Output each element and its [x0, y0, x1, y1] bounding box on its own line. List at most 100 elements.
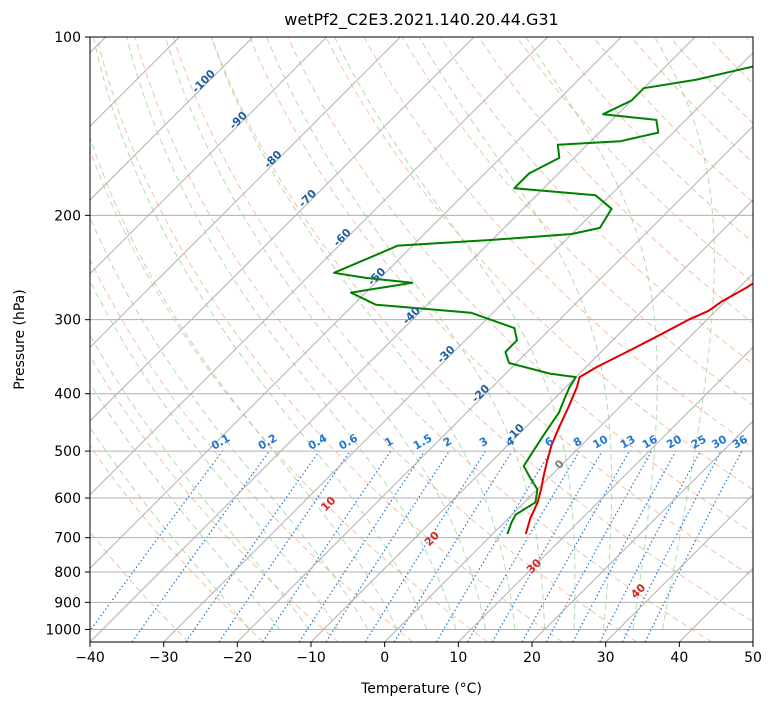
mixing-ratio-label: 16: [640, 432, 660, 451]
plot-frame: [89, 36, 754, 643]
x-tick-label: 0: [380, 650, 389, 666]
isotherm-line: [457, 346, 753, 642]
temperature-profile: [524, 282, 753, 535]
isotherm-label: -80: [261, 148, 284, 171]
isotherm-line: [90, 37, 401, 349]
y-tick-label: 700: [54, 531, 81, 547]
y-tick-label: 500: [54, 444, 81, 460]
y-tick-label: 100: [54, 30, 81, 46]
moist-adiabat-line: [126, 37, 457, 630]
y-tick-label: 900: [54, 595, 81, 611]
mixing-ratio-label: 0.2: [256, 432, 279, 453]
isotherm-label: -60: [331, 226, 354, 249]
mixing-ratio-line: [644, 450, 743, 642]
isotherm-label: -100: [189, 67, 218, 96]
isotherm-label: -30: [434, 343, 457, 366]
x-tick-label: −20: [223, 650, 253, 666]
moist-adiabat-line: [90, 382, 280, 630]
mixing-ratio-label: 0.4: [306, 431, 330, 452]
moist-adiabat-line: [90, 135, 398, 630]
mixing-ratio-label: 13: [618, 433, 638, 452]
y-tick-label: 400: [54, 387, 81, 403]
mixing-ratio-line: [131, 450, 270, 642]
mixing-ratio-line: [185, 450, 320, 642]
y-axis-title: Pressure (hPa): [12, 289, 28, 389]
x-tick-label: 10: [449, 650, 467, 666]
dry-adiabat-line: [210, 37, 753, 623]
dry-adiabat-line: [90, 148, 488, 642]
mixing-ratio-line: [572, 450, 677, 642]
dry-adiabat-line: [249, 37, 753, 578]
dry-adiabat-line: [90, 445, 264, 642]
mixing-ratio-label: 25: [689, 433, 709, 452]
mixing-ratio-line: [545, 450, 653, 642]
dry-adiabat-line: [745, 37, 753, 45]
isotherm-label: -90: [227, 109, 250, 132]
isotherm-line: [90, 37, 696, 642]
mixing-ratio-label: 30: [709, 432, 729, 451]
isotherm-line: [90, 37, 475, 422]
x-tick-label: −30: [149, 650, 179, 666]
moist-adiabat-line: [334, 37, 576, 630]
mixing-ratio-label: 8: [571, 435, 584, 450]
mixing-ratio-label: 1.5: [411, 432, 434, 453]
mixing-ratio-line: [364, 450, 486, 642]
isotherm-line: [678, 567, 753, 642]
dry-adiabat-line: [478, 37, 753, 324]
dry-adiabat-line: [554, 37, 753, 243]
x-tick-label: 30: [597, 650, 615, 666]
dewpoint-profile: [333, 65, 753, 535]
y-axis: 100 200 300 400 500 600 700 800 900 1000: [45, 30, 90, 638]
mixing-ratio-label: 3: [477, 435, 490, 450]
dry-adiabat-line: [325, 37, 753, 491]
x-tick-label: 50: [744, 650, 762, 666]
y-tick-label: 1000: [45, 622, 81, 638]
moist-adiabat-line: [90, 215, 369, 630]
dry-adiabat-line: [669, 37, 753, 124]
mixing-ratio-label: 20: [664, 432, 684, 451]
isotherm-label: -50: [365, 265, 388, 288]
isotherm-line: [90, 37, 328, 275]
mixing-ratio-label: 1: [382, 435, 395, 450]
profiles: [333, 65, 753, 535]
mixing-ratio-line: [325, 450, 450, 642]
dry-adiabat-label: 40: [628, 581, 648, 601]
moist-adiabat-line: [90, 279, 339, 630]
mixing-ratio-line: [90, 450, 223, 632]
dry-adiabat-line: [96, 37, 563, 642]
y-tick-label: 600: [54, 491, 81, 507]
x-axis: −40 −30 −20 −10 0 10 20 30 40 50: [75, 642, 762, 666]
isotherm-label: -70: [296, 187, 319, 210]
moist-adiabat-line: [210, 37, 516, 630]
x-axis-title: Temperature (°C): [360, 681, 482, 697]
dry-adiabat-line: [516, 37, 753, 284]
mixing-ratio-label: 0.1: [209, 432, 232, 453]
mixing-ratio-line: [599, 450, 702, 642]
dry-adiabat-line: [592, 37, 753, 203]
dry-adiabat-line: [90, 531, 190, 642]
moist-adiabat-label: 0: [552, 457, 567, 472]
dry-adiabat-line: [707, 37, 753, 85]
isotherm-line: [752, 641, 753, 642]
inline-labels: 0.1 0.2 0.4 0.6 1 1.5 2 3 4 6 8 10 13 16 20 25 30 36-100-…: [189, 67, 750, 601]
x-tick-label: −10: [296, 650, 326, 666]
moist-adiabat-line: [418, 37, 613, 630]
y-tick-label: 800: [54, 565, 81, 581]
dry-adiabat-line: [287, 37, 753, 534]
x-tick-label: 20: [523, 650, 541, 666]
dry-adiabat-line: [172, 37, 712, 642]
isotherm-line: [163, 51, 753, 642]
isotherm-line: [90, 37, 254, 201]
mixing-ratio-line: [262, 450, 392, 642]
moist-adiabat-line: [92, 37, 428, 630]
moist-adiabat-line: [90, 334, 310, 630]
dry-adiabat-line: [90, 258, 414, 642]
dry-adiabat-line: [439, 37, 753, 365]
isotherm-line: [310, 199, 753, 642]
moist-adiabat-line: [90, 426, 251, 630]
isotherm-line: [90, 37, 622, 570]
moist-adiabat-line: [654, 37, 715, 630]
pressure-grid: [90, 37, 753, 630]
mixing-ratio-label: 36: [730, 432, 750, 451]
